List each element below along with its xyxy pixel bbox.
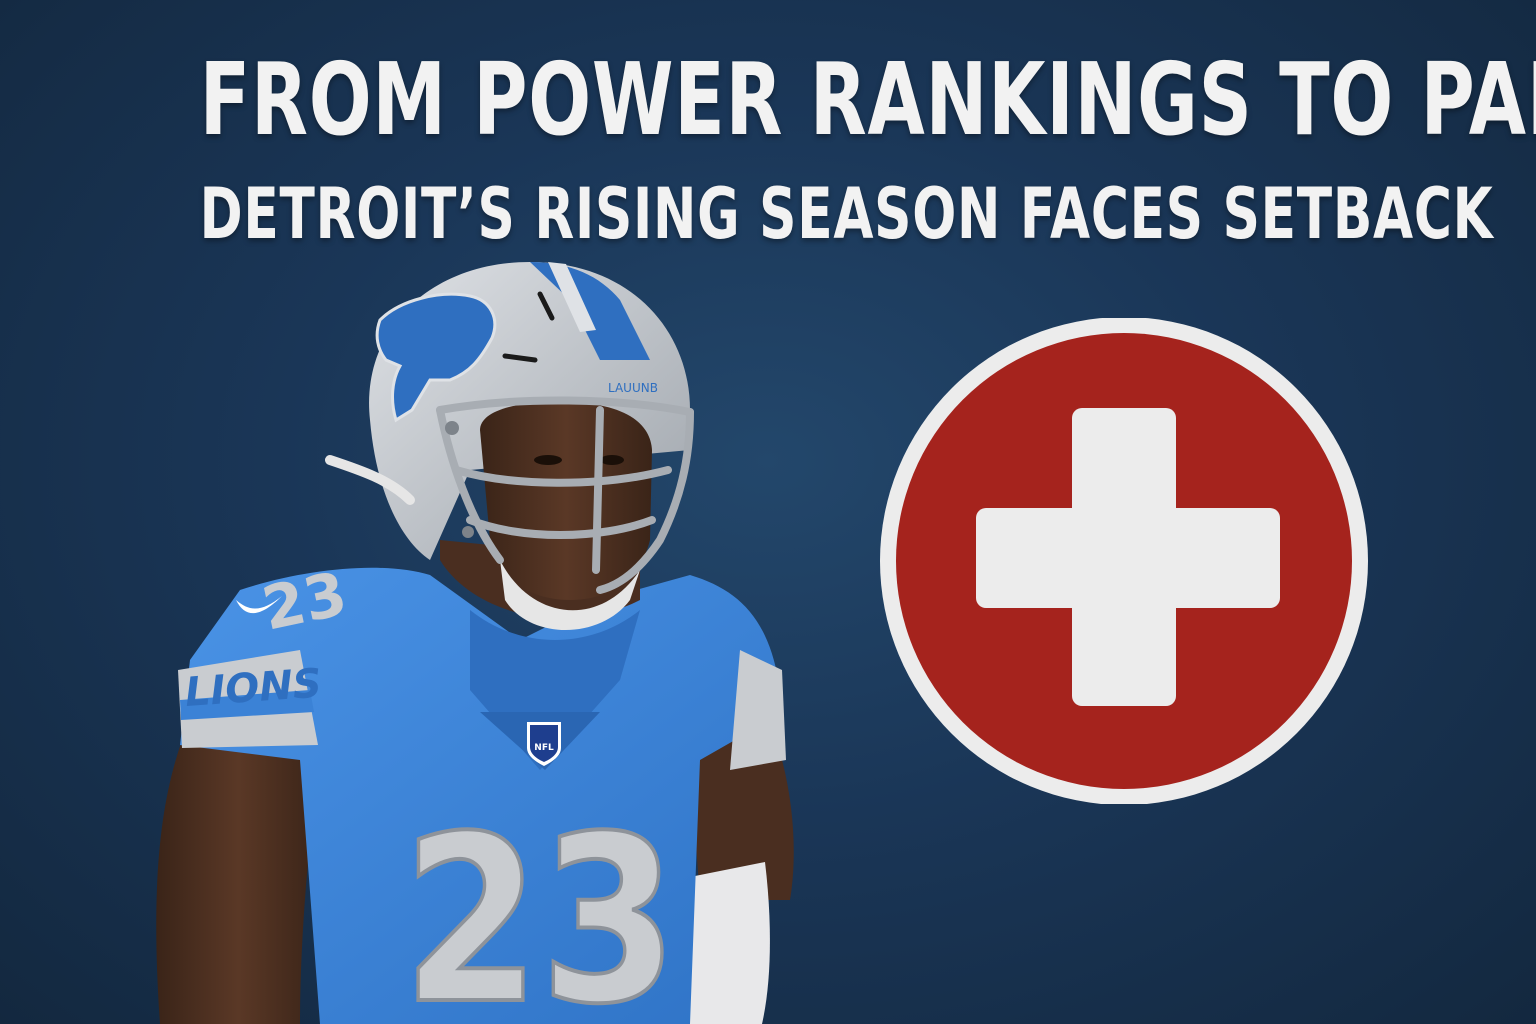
cross-horizontal: [976, 508, 1280, 608]
sleeve-stripe-right: [730, 650, 786, 770]
headline-title: FROM POWER RANKINGS TO PAIN: [199, 41, 1536, 158]
facemask: [436, 396, 694, 594]
left-arm: [156, 720, 320, 1024]
face: [480, 401, 652, 600]
medical-cross-icon: [880, 318, 1368, 804]
arm-sleeve: [675, 862, 770, 1024]
lion-logo-icon: [375, 292, 497, 423]
sleeve-text: LIONS: [183, 661, 323, 716]
chin-strap: [325, 455, 415, 505]
nfl-shield-label: NFL: [534, 743, 554, 753]
swoosh-icon: [236, 596, 282, 614]
chin-cup: [500, 560, 640, 630]
nfl-shield-icon: NFL: [527, 722, 561, 766]
headline-subtitle: DETROIT’S RISING SEASON FACES SETBACK: [199, 173, 1494, 255]
sleeve-stripe-left-inner: [180, 690, 314, 720]
jersey: [180, 567, 780, 1024]
helmet: LAUUNB: [325, 262, 694, 630]
jersey-number: 23: [402, 787, 677, 1024]
helmet-text: LAUUNB: [608, 381, 658, 395]
shoulder-number-left: 23: [257, 559, 353, 645]
